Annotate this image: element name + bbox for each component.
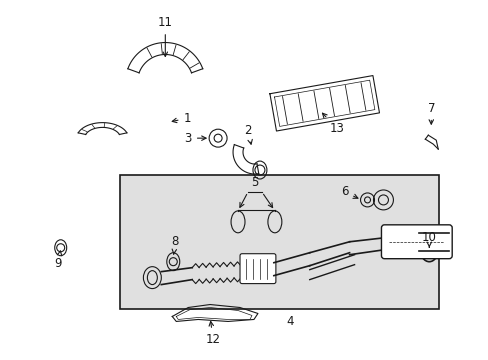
Text: 2: 2 <box>244 124 252 144</box>
Text: 6: 6 <box>340 185 357 198</box>
Text: 12: 12 <box>205 321 220 346</box>
Text: 11: 11 <box>158 16 172 57</box>
Text: 3: 3 <box>184 132 205 145</box>
Text: 13: 13 <box>322 113 344 135</box>
Text: 10: 10 <box>421 231 436 247</box>
FancyBboxPatch shape <box>381 225 451 259</box>
Text: 9: 9 <box>54 251 61 270</box>
Bar <box>120 175 438 310</box>
Text: 1: 1 <box>172 112 191 125</box>
FancyBboxPatch shape <box>240 254 275 284</box>
Text: 8: 8 <box>171 235 179 254</box>
Text: 5: 5 <box>251 176 258 189</box>
Text: 4: 4 <box>285 315 293 328</box>
Text: 7: 7 <box>427 102 434 124</box>
